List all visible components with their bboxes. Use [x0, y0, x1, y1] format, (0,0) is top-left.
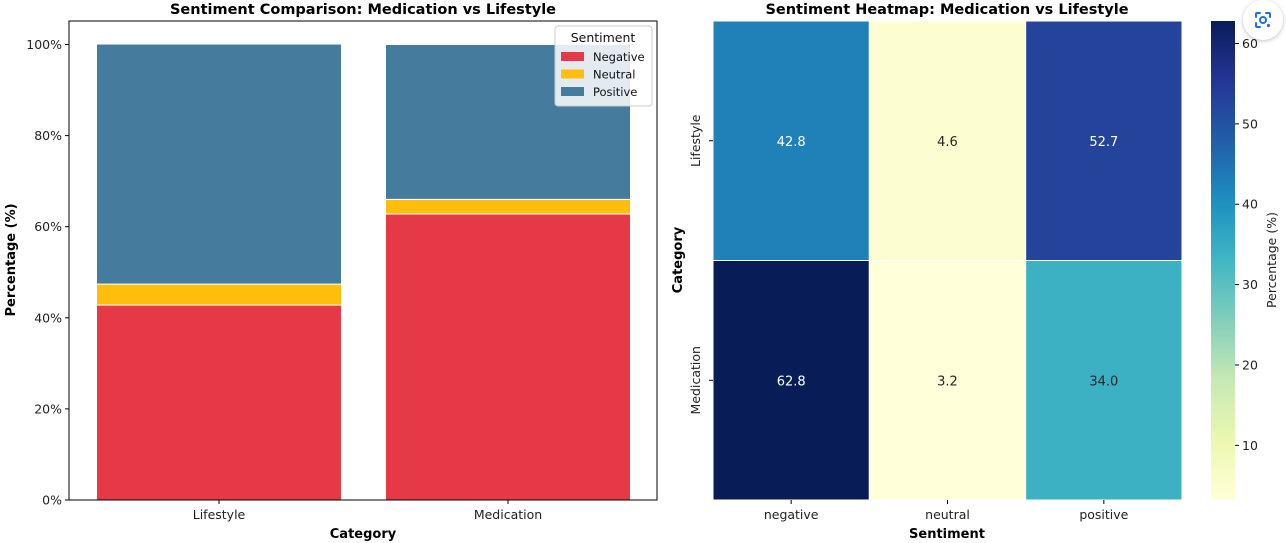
colorbar-tick-label: 10: [1242, 438, 1258, 453]
heatmap-cell-lifestyle-negative: [712, 20, 870, 261]
bar-neutral-lifestyle: [96, 283, 342, 306]
legend-title: Sentiment: [571, 30, 636, 45]
heatmap-y-axis-label: Category: [671, 226, 686, 293]
heatmap-x-ticks: negative neutral positive: [764, 500, 1129, 522]
heatmap-cell-value: 4.6: [937, 135, 958, 150]
bar-negative-lifestyle: [96, 304, 342, 501]
bar-positive-lifestyle: [96, 43, 342, 285]
heatmap-x-axis-label: Sentiment: [909, 527, 985, 542]
colorbar-tick-label: 20: [1242, 357, 1258, 372]
heatmap-y-tick-label: Lifestyle: [688, 114, 703, 167]
bar-legend: Sentiment Negative Neutral Positive: [554, 25, 653, 107]
heatmap-chart: Sentiment Heatmap: Medication vs Lifesty…: [671, 2, 1279, 542]
heatmap-x-tick-label: negative: [764, 507, 819, 522]
stacked-bar-chart: Sentiment Comparison: Medication vs Life…: [4, 2, 658, 542]
bar-negative-medication: [385, 213, 631, 501]
heatmap-y-ticks: Lifestyle Medication: [688, 114, 713, 414]
google-lens-icon: [1255, 12, 1271, 28]
heatmap-cell-value: 42.8: [777, 135, 806, 150]
bar-plot-frame: [68, 20, 658, 501]
colorbar-tick-label: 40: [1242, 197, 1258, 212]
legend-items: Negative Neutral Positive: [561, 50, 645, 99]
heatmap-x-tick-label: neutral: [925, 507, 970, 522]
heatmap-y-tick-label: Medication: [688, 346, 703, 414]
bar-chart-title: Sentiment Comparison: Medication vs Life…: [170, 2, 556, 18]
bar-y-axis-label: Percentage (%): [4, 203, 19, 316]
legend-label-positive: Positive: [593, 85, 637, 99]
y-tick-label: 20%: [34, 401, 62, 416]
heatmap-cell-medication-positive: [1025, 260, 1183, 501]
bar-x-axis-label: Category: [330, 527, 397, 542]
heatmap-cell-lifestyle-positive: [1025, 20, 1183, 261]
heatmap-cell-medication-neutral: [868, 260, 1027, 501]
colorbar: 10 20 30 40 50 60 Percentage (%): [1211, 21, 1279, 500]
google-lens-button[interactable]: [1243, 0, 1283, 40]
y-tick-label: 60%: [34, 219, 62, 234]
y-tick-label: 100%: [26, 37, 62, 52]
colorbar-label: Percentage (%): [1264, 212, 1279, 308]
bar-x-ticks: Lifestyle Medication: [193, 500, 542, 522]
legend-box: [554, 25, 653, 107]
colorbar-gradient: [1211, 21, 1235, 500]
heatmap-title: Sentiment Heatmap: Medication vs Lifesty…: [765, 2, 1128, 18]
legend-swatch-positive: [561, 87, 584, 96]
legend-label-negative: Negative: [593, 50, 645, 64]
bar-marks: [96, 43, 631, 501]
bar-y-ticks: 0% 20% 40% 60% 80% 100%: [26, 37, 69, 508]
heatmap-cells: 42.8 4.6 52.7 62.8 3.2 34.0: [712, 20, 1183, 501]
heatmap-cell-value: 34.0: [1089, 374, 1118, 389]
legend-label-neutral: Neutral: [593, 68, 635, 82]
y-tick-label: 0%: [42, 493, 62, 508]
colorbar-tick-label: 60: [1242, 36, 1258, 51]
bar-neutral-medication: [385, 198, 631, 215]
x-tick-label: Medication: [474, 507, 542, 522]
colorbar-tick-label: 50: [1242, 116, 1258, 131]
heatmap-x-tick-label: positive: [1079, 507, 1128, 522]
y-tick-label: 40%: [34, 310, 62, 325]
heatmap-cell-value: 3.2: [937, 374, 958, 389]
legend-swatch-neutral: [561, 69, 584, 79]
x-tick-label: Lifestyle: [193, 507, 246, 522]
legend-swatch-negative: [561, 52, 584, 61]
heatmap-cell-value: 52.7: [1089, 135, 1118, 150]
y-tick-label: 80%: [34, 128, 62, 143]
colorbar-ticks: 10 20 30 40 50 60: [1235, 36, 1258, 453]
heatmap-cell-medication-negative: [712, 260, 870, 501]
heatmap-cell-value: 62.8: [777, 374, 806, 389]
colorbar-tick-label: 30: [1242, 277, 1258, 292]
